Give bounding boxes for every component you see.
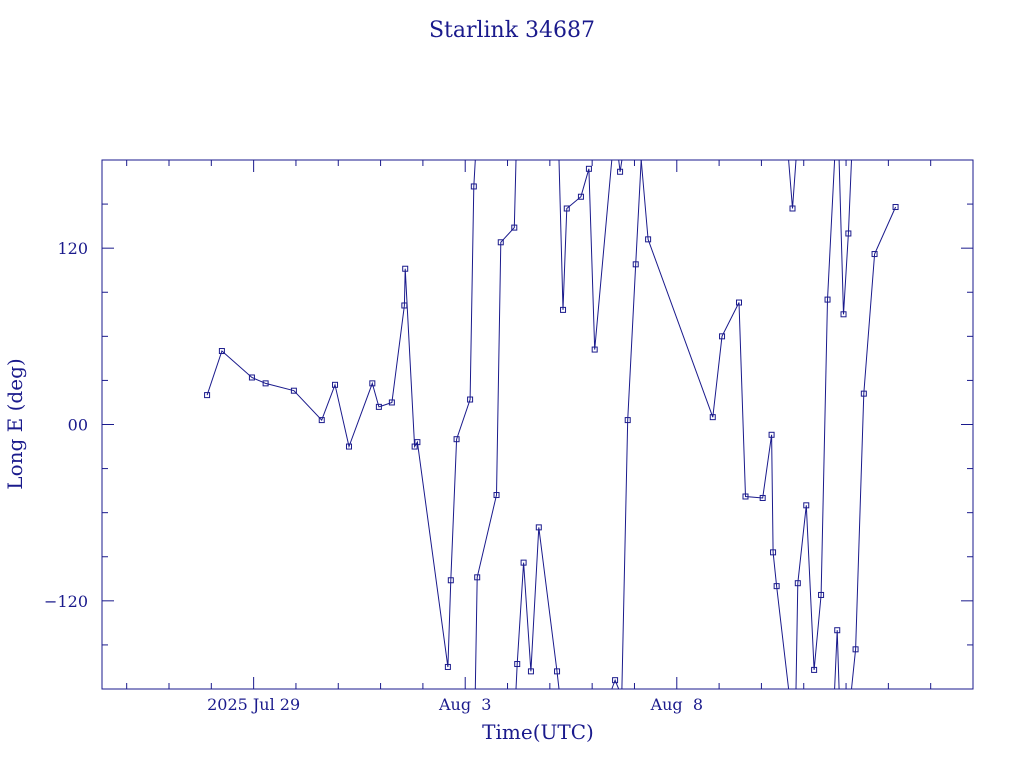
data-point bbox=[290, 387, 297, 394]
data-point bbox=[470, 183, 477, 190]
data-point bbox=[467, 396, 474, 403]
x-tick-label: Aug 3 bbox=[438, 695, 491, 714]
data-point bbox=[560, 306, 567, 313]
series-line bbox=[838, 159, 852, 315]
x-tick-labels: 2025 Jul 29 Aug 3 Aug 8 bbox=[207, 695, 703, 714]
data-point bbox=[834, 627, 841, 634]
data-point bbox=[585, 165, 592, 172]
x-axis-label: Time(UTC) bbox=[482, 720, 594, 744]
data-point bbox=[709, 414, 716, 421]
data-point bbox=[794, 580, 801, 587]
series-line bbox=[640, 159, 790, 690]
data-point bbox=[789, 205, 796, 212]
series-line bbox=[515, 527, 560, 690]
data-point bbox=[632, 261, 639, 268]
data-point bbox=[414, 439, 421, 446]
data-point bbox=[204, 392, 211, 399]
axis-ticks bbox=[102, 160, 973, 689]
data-point bbox=[773, 583, 780, 590]
y-tick-label: 00 bbox=[68, 416, 88, 435]
data-point bbox=[375, 403, 382, 410]
data-point bbox=[453, 436, 460, 443]
data-point bbox=[840, 311, 847, 318]
series-line bbox=[788, 159, 797, 209]
data-point bbox=[554, 668, 561, 675]
series-line bbox=[795, 159, 836, 690]
data-point bbox=[811, 666, 818, 673]
data-point bbox=[742, 493, 749, 500]
data-point bbox=[447, 577, 454, 584]
series-line bbox=[558, 159, 613, 350]
data-point bbox=[493, 492, 500, 499]
y-tick-label: −120 bbox=[44, 592, 88, 611]
data-point bbox=[617, 168, 624, 175]
x-tick-label: 2025 Jul 29 bbox=[207, 695, 300, 714]
data-point bbox=[527, 668, 534, 675]
data-point bbox=[345, 443, 352, 450]
data-point bbox=[824, 296, 831, 303]
data-point bbox=[497, 239, 504, 246]
y-tick-label: 120 bbox=[57, 239, 88, 258]
data-point bbox=[511, 224, 518, 231]
data-point bbox=[401, 302, 408, 309]
series-line bbox=[834, 630, 840, 690]
x-tick-label: Aug 8 bbox=[650, 695, 703, 714]
data-point bbox=[388, 399, 395, 406]
series-line bbox=[851, 206, 897, 690]
data-point bbox=[535, 524, 542, 531]
data-point bbox=[402, 265, 409, 272]
series-line bbox=[474, 159, 517, 690]
data-point bbox=[803, 502, 810, 509]
series-line bbox=[621, 159, 642, 690]
data-point bbox=[818, 591, 825, 598]
data-point bbox=[563, 205, 570, 212]
series-line bbox=[611, 678, 620, 690]
data-point bbox=[369, 380, 376, 387]
chart-title: Starlink 34687 bbox=[429, 18, 595, 43]
data-point bbox=[577, 193, 584, 200]
data-point bbox=[759, 494, 766, 501]
data-point bbox=[892, 204, 899, 211]
series-line bbox=[206, 159, 476, 668]
y-axis-label: Long E (deg) bbox=[3, 358, 27, 489]
data-point bbox=[719, 333, 726, 340]
data-point bbox=[735, 299, 742, 306]
plot-series bbox=[204, 159, 899, 690]
data-point bbox=[474, 574, 481, 581]
data-point bbox=[262, 380, 269, 387]
data-point bbox=[444, 663, 451, 670]
series-line bbox=[618, 159, 623, 172]
data-point bbox=[768, 431, 775, 438]
data-point bbox=[248, 374, 255, 381]
data-point bbox=[332, 381, 339, 388]
data-point bbox=[591, 346, 598, 353]
data-point bbox=[860, 390, 867, 397]
data-point bbox=[318, 417, 325, 424]
data-point bbox=[770, 549, 777, 556]
data-point bbox=[871, 251, 878, 258]
plot-frame bbox=[101, 159, 974, 690]
data-point bbox=[218, 348, 225, 355]
data-point bbox=[645, 236, 652, 243]
data-point bbox=[520, 559, 527, 566]
data-point bbox=[852, 646, 859, 653]
data-point bbox=[612, 677, 619, 684]
data-point bbox=[514, 661, 521, 668]
data-point bbox=[845, 230, 852, 237]
y-tick-labels: −120 00 120 bbox=[44, 239, 88, 611]
data-point bbox=[624, 417, 631, 424]
